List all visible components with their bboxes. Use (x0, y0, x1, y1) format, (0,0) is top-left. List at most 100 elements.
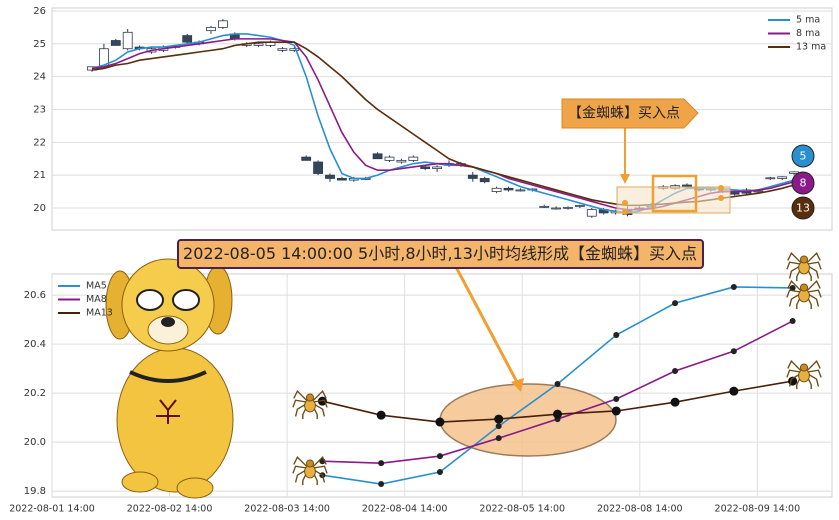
annotation-banner (177, 239, 704, 269)
arrow-head (511, 378, 524, 392)
y-tick-label: 22 (33, 137, 46, 148)
point (789, 284, 796, 291)
candle-body (491, 187, 502, 192)
candle-body (575, 204, 585, 207)
candle-body (384, 156, 395, 161)
ma-line (91, 41, 795, 207)
annotation-text: 【金蜘蛛】买入点 (568, 106, 680, 122)
x-tick-label: 2022-08-08 14:00 (597, 504, 683, 515)
legend-label: 8 ma (796, 28, 820, 39)
plot-frame (51, 7, 833, 231)
point (789, 318, 796, 325)
point (670, 397, 680, 407)
badge-label: 13 (796, 202, 810, 215)
legend-label: 13 ma (796, 42, 826, 53)
x-tick-label: 2022-08-05 14:00 (479, 504, 565, 515)
candle-body (539, 205, 550, 208)
point (435, 417, 445, 427)
point (494, 414, 504, 424)
series-badge (791, 144, 815, 168)
candle-body (336, 178, 347, 181)
legend-label: 5 ma (796, 15, 820, 26)
candle-body (372, 153, 383, 160)
point (376, 410, 386, 420)
candle-body (396, 159, 407, 163)
candle-body (122, 31, 133, 50)
candle-body (479, 178, 490, 183)
candle-body (182, 35, 193, 43)
dog-illustration (105, 258, 234, 499)
point (729, 386, 739, 396)
badge-label: 5 (800, 150, 807, 163)
point (553, 409, 563, 419)
candle-body (432, 166, 443, 169)
y-tick-label: 20.4 (24, 339, 46, 350)
candle-body (777, 176, 788, 179)
y-tick-label: 19.8 (24, 486, 46, 497)
annotation-box (561, 98, 699, 129)
point (495, 435, 502, 442)
x-tick-label: 2022-08-03 14:00 (244, 504, 330, 515)
candle-body (586, 209, 597, 217)
pointer-arrow (445, 249, 520, 385)
point (730, 283, 737, 290)
candle-body (765, 177, 776, 180)
point (378, 460, 385, 467)
x-tick-label: 2022-08-02 14:00 (127, 504, 213, 515)
point (495, 423, 502, 430)
candle-body (503, 187, 514, 191)
y-tick-label: 20.0 (24, 437, 46, 448)
candle-body (325, 174, 335, 179)
highlight-box (616, 186, 731, 214)
point (672, 368, 679, 375)
y-tick-label: 24 (33, 72, 46, 83)
x-tick-label: 2022-08-09 14:00 (715, 504, 801, 515)
spider-icon (786, 252, 822, 282)
candle-body (206, 26, 216, 32)
series-badge (791, 196, 815, 220)
point (554, 381, 561, 388)
point (672, 300, 679, 307)
y-tick-label: 26 (33, 6, 46, 17)
point (613, 332, 620, 339)
point (730, 348, 737, 355)
candle-body (551, 207, 561, 210)
candle-body (420, 166, 431, 169)
y-tick-label: 25 (33, 39, 46, 50)
point (613, 395, 620, 402)
legend-label: MA13 (86, 308, 113, 319)
candle-body (408, 156, 419, 161)
x-tick-label: 2022-08-01 14:00 (9, 504, 95, 515)
cross-points (622, 185, 724, 215)
x-tick-label: 2022-08-04 14:00 (362, 504, 448, 515)
highlight-box (651, 174, 698, 213)
badge-label: 8 (800, 177, 807, 190)
y-tick-label: 20.6 (24, 290, 46, 301)
mark-layer: 20 21 22 23 24 25 26 5 ma 8 ma 13 ma 5 8 13 19.8 20.0 2… (9, 6, 826, 515)
candle-body (563, 206, 573, 209)
y-tick-label: 23 (33, 104, 46, 115)
point (378, 481, 385, 488)
candle-body (110, 40, 121, 46)
candle-body (301, 156, 312, 161)
legend-label: MA5 (86, 281, 107, 292)
candle-body (313, 161, 324, 174)
y-tick-label: 20.2 (24, 388, 46, 399)
candle-body (277, 48, 288, 51)
y-tick-label: 20 (33, 203, 46, 214)
candle-body (289, 48, 300, 51)
arrow-head (620, 174, 630, 184)
y-tick-label: 21 (33, 170, 46, 181)
candle-body (253, 43, 264, 46)
candle-body (753, 190, 764, 193)
point (436, 453, 443, 460)
candle-body (515, 189, 526, 192)
ma-line (91, 38, 795, 211)
series-badge (791, 171, 815, 195)
annotation-text: 2022-08-05 14:00:00 5小时,8小时,13小时均线形成【金蜘蛛… (183, 244, 697, 263)
candle-body (682, 184, 692, 188)
candle-body (467, 174, 478, 179)
point (611, 406, 621, 416)
legend-label: MA8 (86, 294, 107, 305)
